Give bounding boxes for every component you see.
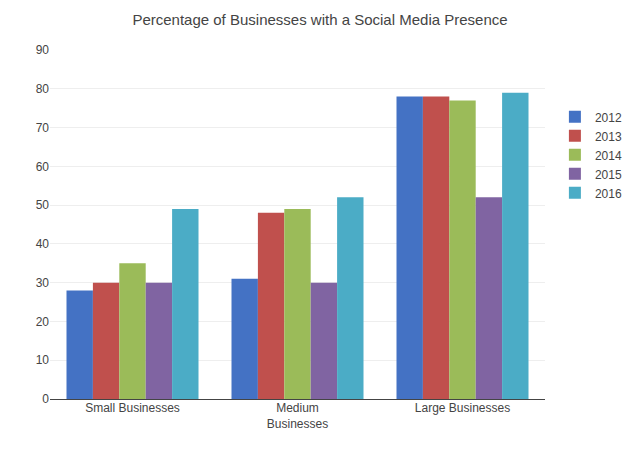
svg-text:2014: 2014 — [595, 149, 622, 163]
svg-text:30: 30 — [36, 276, 50, 290]
svg-text:Small Businesses: Small Businesses — [85, 401, 180, 415]
svg-text:MediumBusinesses: MediumBusinesses — [267, 401, 328, 431]
svg-text:10: 10 — [36, 353, 50, 367]
svg-text:70: 70 — [36, 121, 50, 135]
svg-text:2013: 2013 — [595, 130, 622, 144]
svg-text:2015: 2015 — [595, 168, 622, 182]
svg-text:20: 20 — [36, 315, 50, 329]
svg-text:2016: 2016 — [595, 187, 622, 201]
svg-text:0: 0 — [42, 392, 49, 406]
svg-text:60: 60 — [36, 160, 50, 174]
svg-text:80: 80 — [36, 82, 50, 96]
svg-text:2012: 2012 — [595, 111, 622, 125]
svg-text:90: 90 — [36, 43, 50, 57]
svg-text:40: 40 — [36, 237, 50, 251]
svg-text:Large Businesses: Large Businesses — [415, 401, 510, 415]
svg-text:Percentage of Businesses with: Percentage of Businesses with a Social M… — [132, 11, 507, 28]
svg-text:50: 50 — [36, 198, 50, 212]
